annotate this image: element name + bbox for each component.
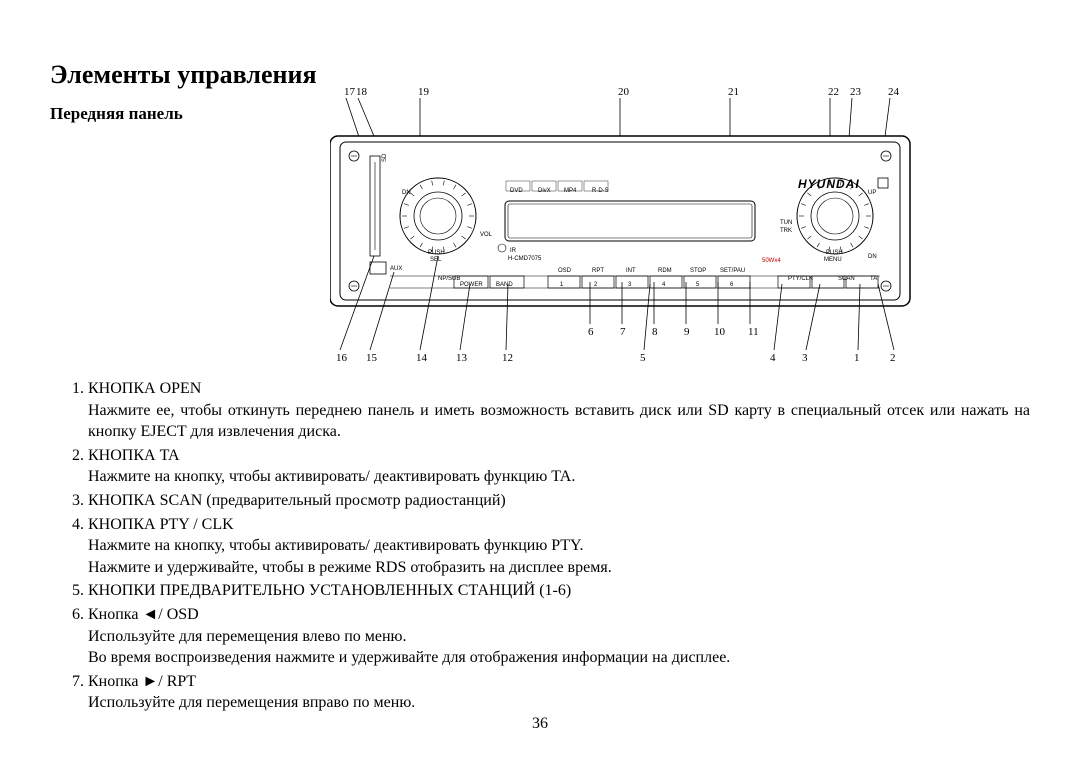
- svg-text:SCAN: SCAN: [838, 276, 855, 282]
- callout-number: 6: [588, 326, 594, 338]
- svg-text:TRK: TRK: [780, 228, 792, 234]
- callout-number: 8: [652, 326, 658, 338]
- callout-number: 12: [502, 352, 513, 364]
- svg-text:BAND: BAND: [496, 282, 513, 288]
- callout-number: 2: [890, 352, 896, 364]
- callout-number: 9: [684, 326, 690, 338]
- callout-number: 4: [770, 352, 776, 364]
- svg-text:SEL: SEL: [430, 257, 442, 263]
- control-item-desc: Во время воспроизведения нажмите и удерж…: [88, 647, 1030, 669]
- control-item-desc: Нажмите на кнопку, чтобы активировать/ д…: [88, 466, 1030, 488]
- svg-text:SET/PAU: SET/PAU: [720, 268, 745, 274]
- control-item: КНОПКА TA Нажмите на кнопку, чтобы активи…: [88, 445, 1030, 488]
- callout-number: 14: [416, 352, 427, 364]
- svg-text:VOL: VOL: [480, 232, 493, 238]
- svg-text:RPT: RPT: [592, 268, 604, 274]
- svg-text:DN: DN: [868, 254, 877, 260]
- control-item-desc: Нажмите ее, чтобы откинуть переднею пане…: [88, 400, 1030, 443]
- svg-text:MENU: MENU: [824, 257, 842, 263]
- callout-number: 13: [456, 352, 467, 364]
- callout-number: 7: [620, 326, 626, 338]
- svg-text:TUN: TUN: [780, 220, 792, 226]
- control-item: КНОПКА OPEN Нажмите ее, чтобы откинуть пе…: [88, 378, 1030, 443]
- control-item-title: Кнопка ◄/ OSD: [88, 606, 199, 623]
- control-item-title: КНОПКА OPEN: [88, 380, 201, 397]
- callout-number: 10: [714, 326, 725, 338]
- control-item-title: КНОПКА TA: [88, 447, 180, 464]
- control-item: КНОПКА PTY / CLK Нажмите на кнопку, чтобы…: [88, 514, 1030, 579]
- control-item-desc: Используйте для перемещения влево по мен…: [88, 626, 1030, 648]
- front-panel-diagram: 1718192021222324 POWERBAND123456HYUNDAIH…: [330, 86, 950, 366]
- control-item-title: КНОПКИ ПРЕДВАРИТЕЛЬНО УСТАНОВЛЕННЫХ СТАН…: [88, 582, 571, 599]
- svg-text:INT: INT: [626, 268, 636, 274]
- callout-number: 16: [336, 352, 347, 364]
- svg-text:PUSH: PUSH: [428, 250, 445, 256]
- control-item-title: КНОПКА SCAN (предварительный просмотр ра…: [88, 492, 506, 509]
- control-item: КНОПКА SCAN (предварительный просмотр ра…: [88, 490, 1030, 512]
- diagram-svg: POWERBAND123456HYUNDAIH-CMD707550Wx4SDDV…: [330, 86, 950, 366]
- control-item-desc: Нажмите на кнопку, чтобы активировать/ д…: [88, 535, 1030, 557]
- svg-text:DN: DN: [402, 190, 411, 196]
- control-item-title: Кнопка ►/ RPT: [88, 673, 196, 690]
- svg-text:H-CMD7075: H-CMD7075: [508, 256, 542, 262]
- svg-text:OSD: OSD: [558, 268, 572, 274]
- control-item: Кнопка ◄/ OSD Используйте для перемещения…: [88, 604, 1030, 669]
- control-item-title: КНОПКА PTY / CLK: [88, 516, 234, 533]
- svg-text:SD: SD: [382, 153, 388, 162]
- svg-text:IR: IR: [510, 248, 517, 254]
- svg-text:STOP: STOP: [690, 268, 706, 274]
- controls-description: КНОПКА OPEN Нажмите ее, чтобы откинуть пе…: [50, 378, 1030, 716]
- svg-text:AUX: AUX: [390, 266, 402, 272]
- svg-text:NP/SUB: NP/SUB: [438, 276, 460, 282]
- svg-text:RDM: RDM: [658, 268, 672, 274]
- control-item: КНОПКИ ПРЕДВАРИТЕЛЬНО УСТАНОВЛЕННЫХ СТАН…: [88, 580, 1030, 602]
- svg-text:UP: UP: [868, 190, 876, 196]
- manual-page: Элементы управления Передняя панель 1718…: [0, 0, 1080, 761]
- callout-number: 3: [802, 352, 808, 364]
- svg-text:HYUNDAI: HYUNDAI: [798, 177, 860, 191]
- callout-number: 5: [640, 352, 646, 364]
- callout-number: 1: [854, 352, 860, 364]
- page-number: 36: [0, 715, 1080, 733]
- control-item: Кнопка ►/ RPT Используйте для перемещения…: [88, 671, 1030, 714]
- svg-text:POWER: POWER: [460, 282, 483, 288]
- svg-text:50Wx4: 50Wx4: [762, 258, 781, 264]
- control-item-desc: Используйте для перемещения вправо по ме…: [88, 692, 1030, 714]
- svg-text:PUSH: PUSH: [826, 250, 843, 256]
- control-item-desc: Нажмите и удерживайте, чтобы в режиме RD…: [88, 557, 1030, 579]
- svg-text:TA: TA: [870, 276, 877, 282]
- svg-text:PTY/CLK: PTY/CLK: [788, 276, 813, 282]
- callout-number: 15: [366, 352, 377, 364]
- callout-number: 11: [748, 326, 759, 338]
